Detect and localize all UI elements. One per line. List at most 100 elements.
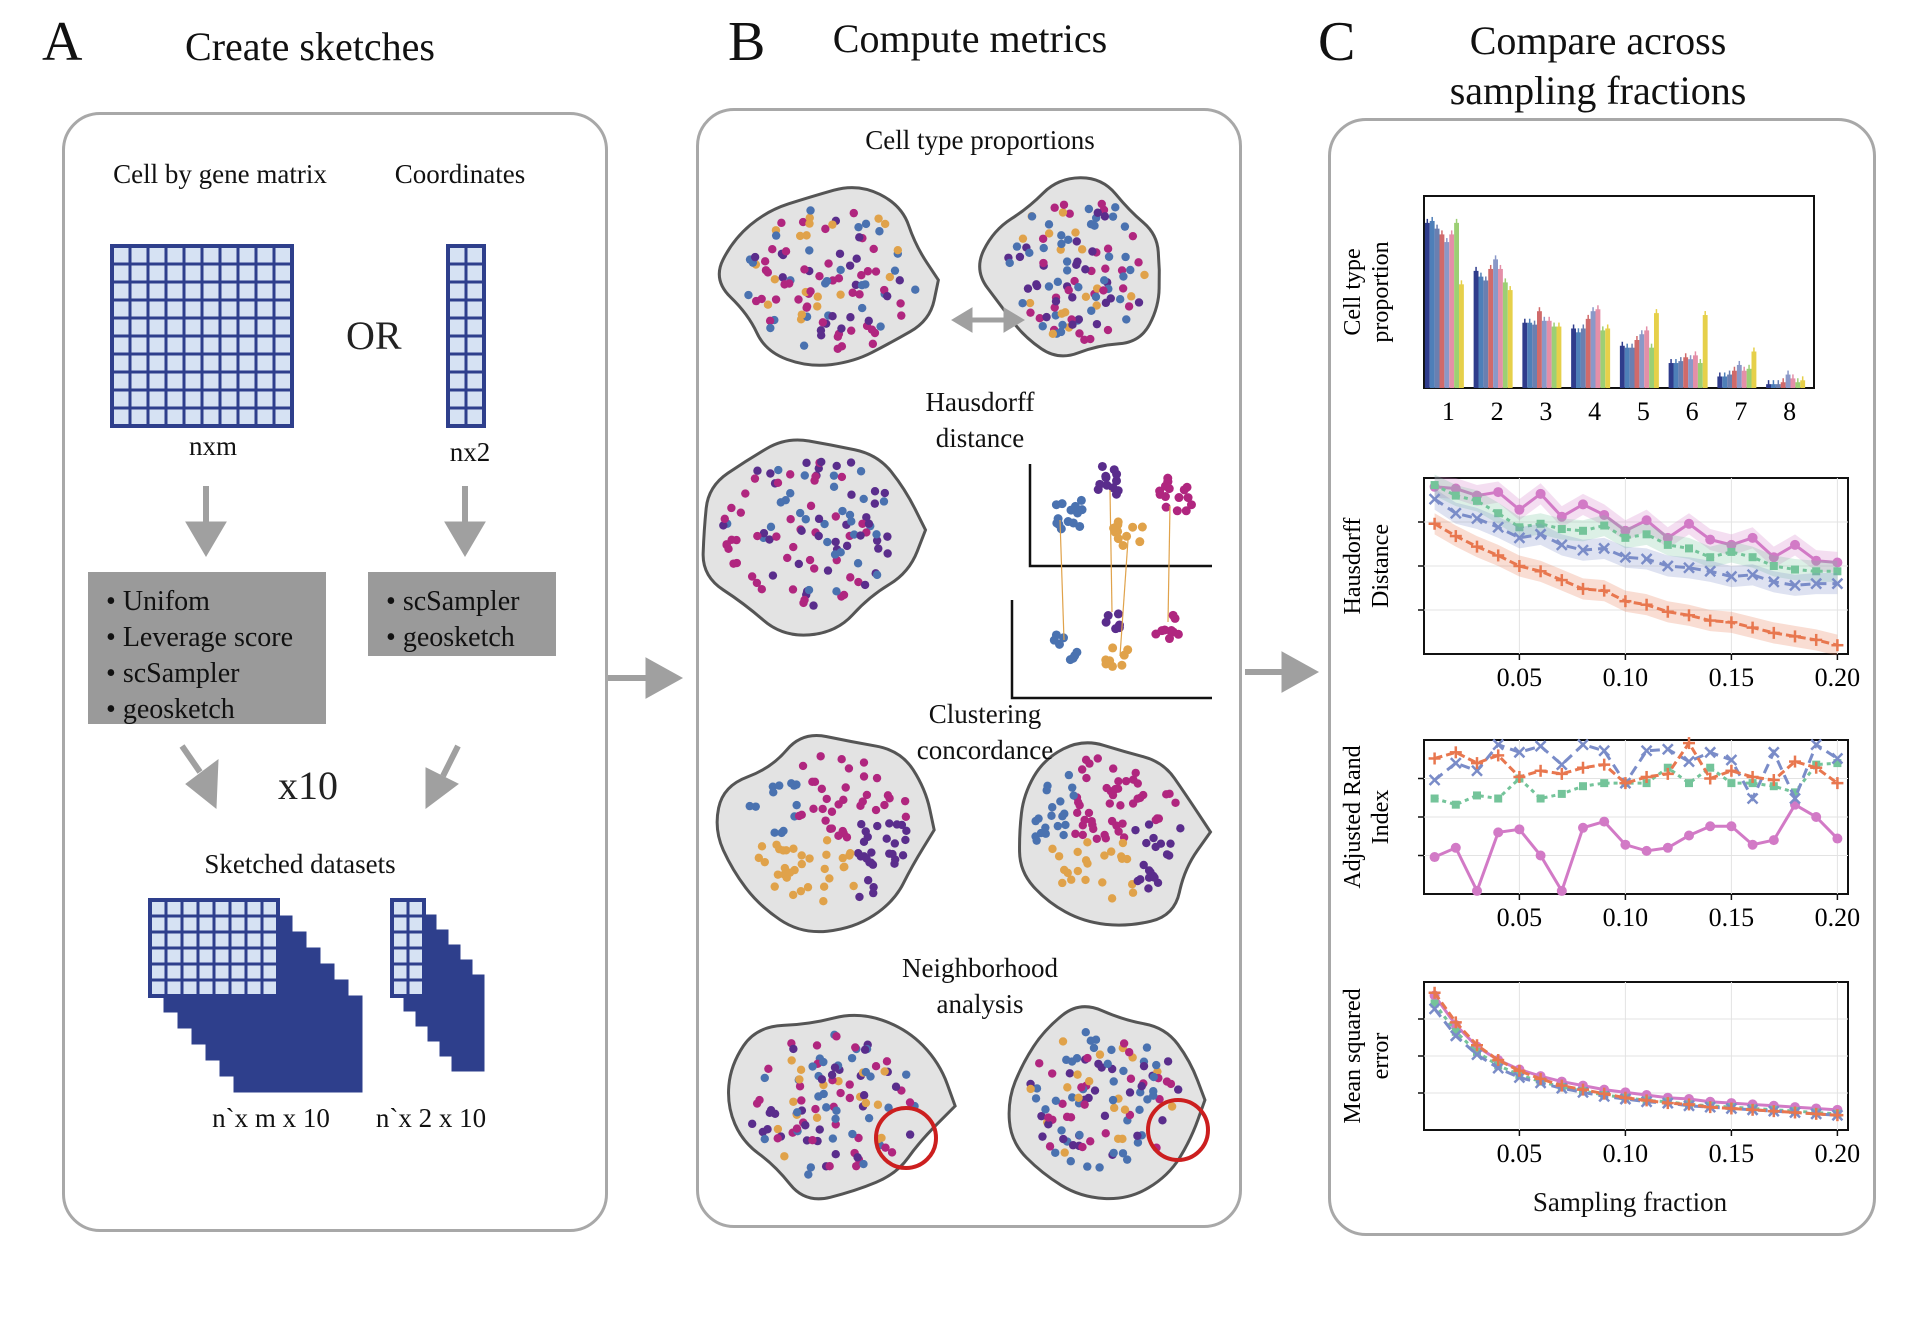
data-point xyxy=(1791,565,1799,574)
cell-dot xyxy=(905,1130,915,1139)
data-point xyxy=(1832,833,1843,844)
data-point xyxy=(1683,1098,1695,1111)
cell-dot xyxy=(829,471,839,480)
data-point xyxy=(1513,1064,1526,1077)
cell-dot xyxy=(1127,292,1136,301)
cell-dot xyxy=(801,1121,810,1130)
cell-dot xyxy=(814,531,823,541)
cell-dot xyxy=(837,324,846,333)
data-point xyxy=(1450,483,1461,494)
panel-b-title: Compute metrics xyxy=(832,16,1108,61)
line-chart-ylabel: Adjusted RandIndex xyxy=(1340,745,1394,888)
data-point xyxy=(1767,1105,1780,1118)
x-tick-label: 0.10 xyxy=(1603,903,1649,932)
data-point xyxy=(1555,758,1568,771)
cell-dot xyxy=(1058,812,1067,821)
cell-dot xyxy=(815,271,824,281)
cell-dot xyxy=(775,781,784,790)
cell-dot xyxy=(876,322,885,331)
panel-c-letter: C xyxy=(1318,11,1356,73)
cell-dot xyxy=(1090,221,1099,230)
data-point xyxy=(1450,842,1461,853)
cluster-dot xyxy=(1137,522,1147,532)
cell-dot xyxy=(1119,1066,1128,1076)
cluster-dot xyxy=(1109,465,1119,475)
cell-dot xyxy=(1133,1131,1142,1140)
cluster-dot xyxy=(1163,473,1173,483)
cell-dot xyxy=(816,331,826,340)
cell-dot xyxy=(1093,208,1102,217)
cell-dot xyxy=(770,882,779,891)
data-point xyxy=(1768,835,1779,846)
cell-dot xyxy=(1067,875,1076,884)
cell-dot xyxy=(1103,325,1113,335)
cell-dot xyxy=(781,846,791,855)
cell-dot xyxy=(1118,284,1128,293)
cell-dot xyxy=(1100,830,1109,840)
cell-dot xyxy=(1117,854,1127,863)
cell-dot xyxy=(809,804,818,814)
cell-dot xyxy=(1116,801,1125,810)
data-point xyxy=(1727,547,1736,556)
bar xyxy=(1571,328,1576,388)
cell-dot xyxy=(1135,1105,1144,1115)
data-point xyxy=(1492,1054,1505,1067)
cell-dot xyxy=(872,536,882,545)
cell-dot xyxy=(1061,820,1070,830)
nxm-label: nxm xyxy=(188,431,237,461)
data-point xyxy=(1704,614,1717,627)
cluster-dot xyxy=(1076,495,1086,505)
data-point xyxy=(1492,738,1505,751)
bar xyxy=(1439,234,1445,388)
cell-dot xyxy=(760,257,770,266)
cluster-dot xyxy=(1117,660,1127,670)
data-point xyxy=(1683,609,1695,622)
cell-dot xyxy=(788,890,798,900)
cell-dot xyxy=(1087,306,1096,315)
data-point xyxy=(1767,575,1780,588)
cell-dot xyxy=(765,535,774,544)
cell-dot xyxy=(1065,209,1074,218)
cell-dot xyxy=(1075,1130,1084,1140)
cell-dot xyxy=(1109,1103,1119,1113)
cell-dot xyxy=(1083,838,1092,847)
cell-dot xyxy=(863,832,872,842)
cell-dot xyxy=(1163,1057,1173,1066)
cell-dot xyxy=(1056,327,1066,337)
cell-dot xyxy=(1062,1112,1072,1122)
cell-dot xyxy=(880,800,889,810)
cell-dot xyxy=(1081,856,1091,865)
x-tick-label: 0.20 xyxy=(1815,663,1861,692)
cell-dot xyxy=(1071,228,1080,237)
cell-dot xyxy=(828,220,837,229)
cell-dot xyxy=(1081,1027,1090,1037)
cell-dot xyxy=(751,802,760,811)
data-point xyxy=(1471,757,1483,770)
bar xyxy=(1473,270,1479,388)
data-point xyxy=(1725,754,1738,766)
cell-dot xyxy=(865,858,874,867)
bar xyxy=(1488,268,1494,388)
embedding-cluster-full xyxy=(715,734,936,934)
cell-dot xyxy=(847,517,856,526)
cluster-dot xyxy=(1108,643,1118,653)
metric-neighborhood: Neighborhood analysis xyxy=(902,953,1058,1019)
x-tick-label: 0.10 xyxy=(1603,1139,1649,1168)
data-point xyxy=(1640,1094,1653,1107)
data-point xyxy=(1831,1109,1844,1122)
cell-dot xyxy=(751,296,761,306)
cell-dot xyxy=(1027,212,1037,221)
cluster-dot xyxy=(1095,479,1105,489)
data-point xyxy=(1748,779,1757,788)
data-point xyxy=(1769,562,1778,570)
data-point xyxy=(1704,1101,1717,1114)
cell-dot xyxy=(846,573,855,582)
cell-dot xyxy=(1048,803,1057,812)
line-chart-ylabel: Mean squarederror xyxy=(1340,988,1394,1123)
data-point xyxy=(1725,1102,1738,1115)
data-point xyxy=(1833,567,1842,576)
bar xyxy=(1673,363,1679,388)
cell-dot xyxy=(883,532,892,541)
data-point xyxy=(1600,521,1609,530)
